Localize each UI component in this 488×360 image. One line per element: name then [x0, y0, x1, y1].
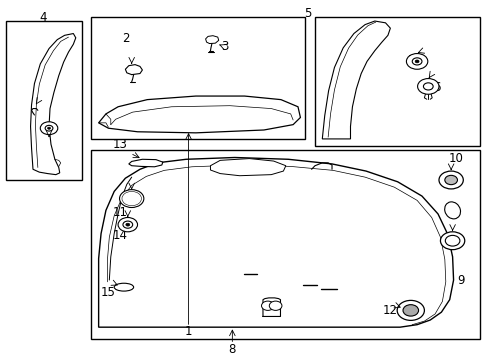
- Circle shape: [47, 127, 50, 129]
- Circle shape: [122, 221, 132, 228]
- Text: 2: 2: [122, 32, 129, 45]
- Circle shape: [125, 223, 129, 226]
- Polygon shape: [99, 157, 453, 327]
- Circle shape: [402, 305, 418, 316]
- Circle shape: [440, 232, 464, 249]
- Text: 13: 13: [113, 138, 128, 151]
- Circle shape: [122, 192, 141, 206]
- Text: 1: 1: [184, 325, 192, 338]
- Bar: [6, 21, 81, 180]
- Circle shape: [438, 171, 462, 189]
- Text: 3: 3: [221, 40, 228, 53]
- Circle shape: [45, 125, 53, 131]
- Text: 5: 5: [304, 8, 311, 21]
- Text: 15: 15: [101, 286, 116, 299]
- Circle shape: [406, 54, 427, 69]
- Text: 12: 12: [382, 304, 397, 317]
- Ellipse shape: [114, 283, 133, 291]
- Polygon shape: [322, 21, 389, 139]
- Circle shape: [269, 301, 282, 310]
- Text: 8: 8: [228, 343, 236, 356]
- Circle shape: [411, 58, 421, 65]
- Text: 9: 9: [456, 274, 464, 287]
- Circle shape: [40, 122, 58, 135]
- Polygon shape: [99, 96, 300, 133]
- Circle shape: [417, 78, 438, 94]
- Circle shape: [119, 190, 143, 207]
- Circle shape: [444, 175, 457, 185]
- Text: 10: 10: [447, 152, 463, 165]
- Bar: [314, 18, 479, 146]
- Circle shape: [414, 60, 418, 63]
- Ellipse shape: [444, 202, 460, 219]
- Text: 11: 11: [113, 206, 128, 219]
- Text: 14: 14: [113, 229, 128, 242]
- Polygon shape: [30, 33, 76, 175]
- Polygon shape: [128, 159, 163, 167]
- Text: 7: 7: [407, 54, 415, 67]
- Circle shape: [118, 217, 137, 232]
- Circle shape: [261, 301, 274, 310]
- Polygon shape: [210, 158, 285, 176]
- Bar: [91, 18, 305, 139]
- Text: 6: 6: [432, 81, 439, 94]
- Text: 4: 4: [39, 11, 46, 24]
- Circle shape: [423, 83, 432, 90]
- Bar: [91, 150, 479, 339]
- Circle shape: [445, 235, 459, 246]
- Circle shape: [396, 300, 424, 320]
